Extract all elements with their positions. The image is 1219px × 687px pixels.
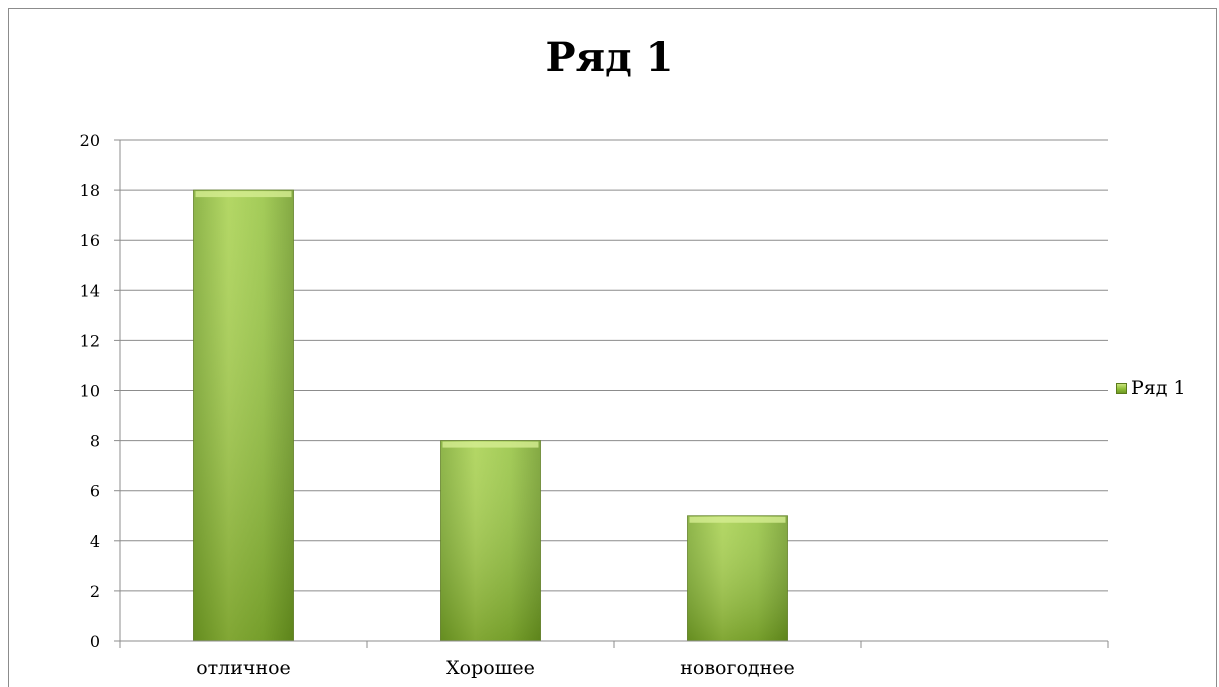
y-tick-label: 8 xyxy=(90,432,100,451)
y-tick-label: 0 xyxy=(90,632,100,651)
y-tick-label: 18 xyxy=(80,181,100,200)
bar xyxy=(687,515,788,642)
y-tick-label: 6 xyxy=(90,482,100,501)
y-tick-label: 4 xyxy=(90,532,100,551)
bars xyxy=(193,189,788,642)
y-tick-label: 16 xyxy=(80,231,100,250)
chart-title: Ряд 1 xyxy=(545,34,674,81)
y-tick-label: 14 xyxy=(80,281,100,300)
axes: 0 2 4 6 8 10 12 14 16 18 20 отличное Хорошее новогодн… xyxy=(80,131,1109,679)
legend: Ряд 1 xyxy=(1116,377,1186,399)
y-tick-label: 12 xyxy=(80,331,100,350)
legend-label: Ряд 1 xyxy=(1131,377,1186,399)
x-category-label: новогоднее xyxy=(680,657,794,679)
x-category-label: Хорошее xyxy=(446,657,535,679)
y-tick-label: 2 xyxy=(90,582,100,601)
y-tick-label: 10 xyxy=(80,382,100,401)
bar xyxy=(440,440,541,642)
x-category-label: отличное xyxy=(196,657,291,679)
legend-swatch xyxy=(1116,382,1127,394)
y-tick-label: 20 xyxy=(80,131,100,150)
bar xyxy=(193,189,294,642)
